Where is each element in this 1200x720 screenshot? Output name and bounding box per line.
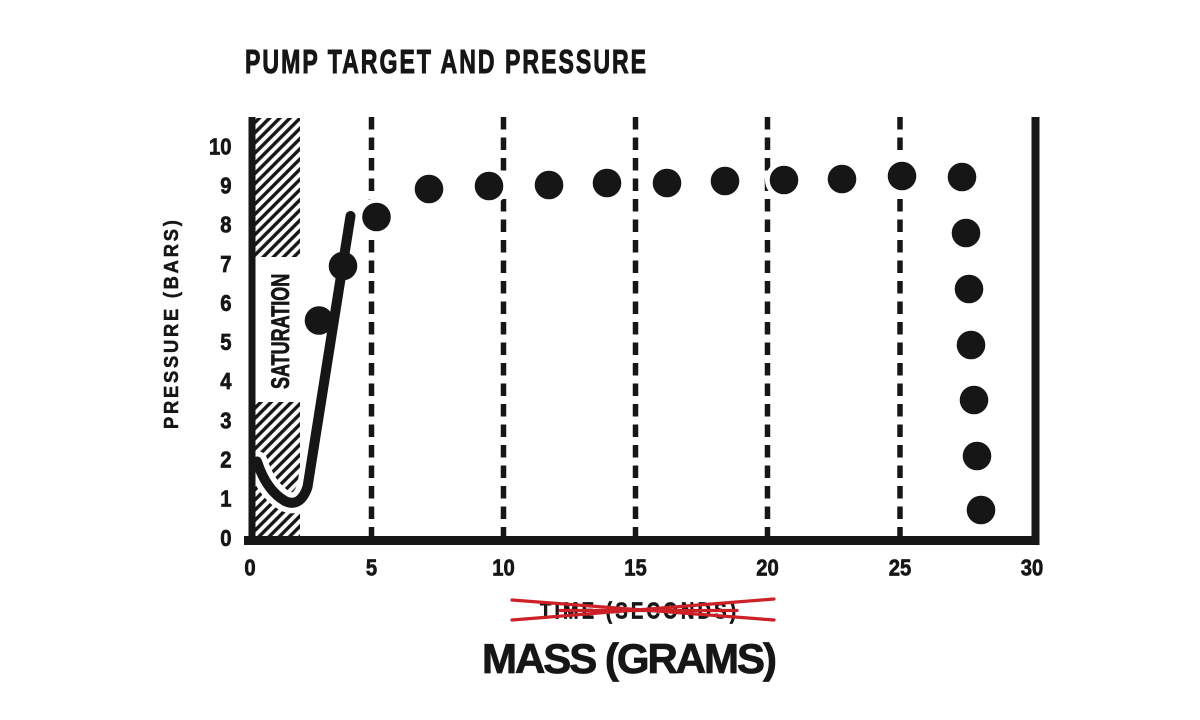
svg-text:1: 1 [220,485,231,512]
svg-text:25: 25 [889,554,912,581]
svg-text:15: 15 [624,554,647,581]
svg-text:PUMP TARGET AND PRESSURE: PUMP TARGET AND PRESSURE [245,44,646,81]
svg-text:7: 7 [220,251,231,278]
svg-text:30: 30 [1021,554,1044,581]
svg-text:3: 3 [220,407,231,434]
svg-text:10: 10 [492,554,515,581]
svg-text:2: 2 [220,446,231,473]
svg-text:20: 20 [756,554,779,581]
svg-text:5: 5 [220,329,231,356]
svg-text:6: 6 [220,290,231,317]
svg-text:5: 5 [366,554,377,581]
svg-text:MASS (GRAMS): MASS (GRAMS) [482,635,777,682]
svg-text:4: 4 [220,368,231,395]
svg-text:PRESSURE (BARS): PRESSURE (BARS) [161,220,183,429]
svg-text:0: 0 [220,525,231,552]
svg-text:8: 8 [220,211,231,238]
svg-text:0: 0 [244,554,255,581]
svg-text:SATURATION: SATURATION [266,274,295,389]
svg-text:9: 9 [220,172,231,199]
svg-text:10: 10 [209,133,232,160]
